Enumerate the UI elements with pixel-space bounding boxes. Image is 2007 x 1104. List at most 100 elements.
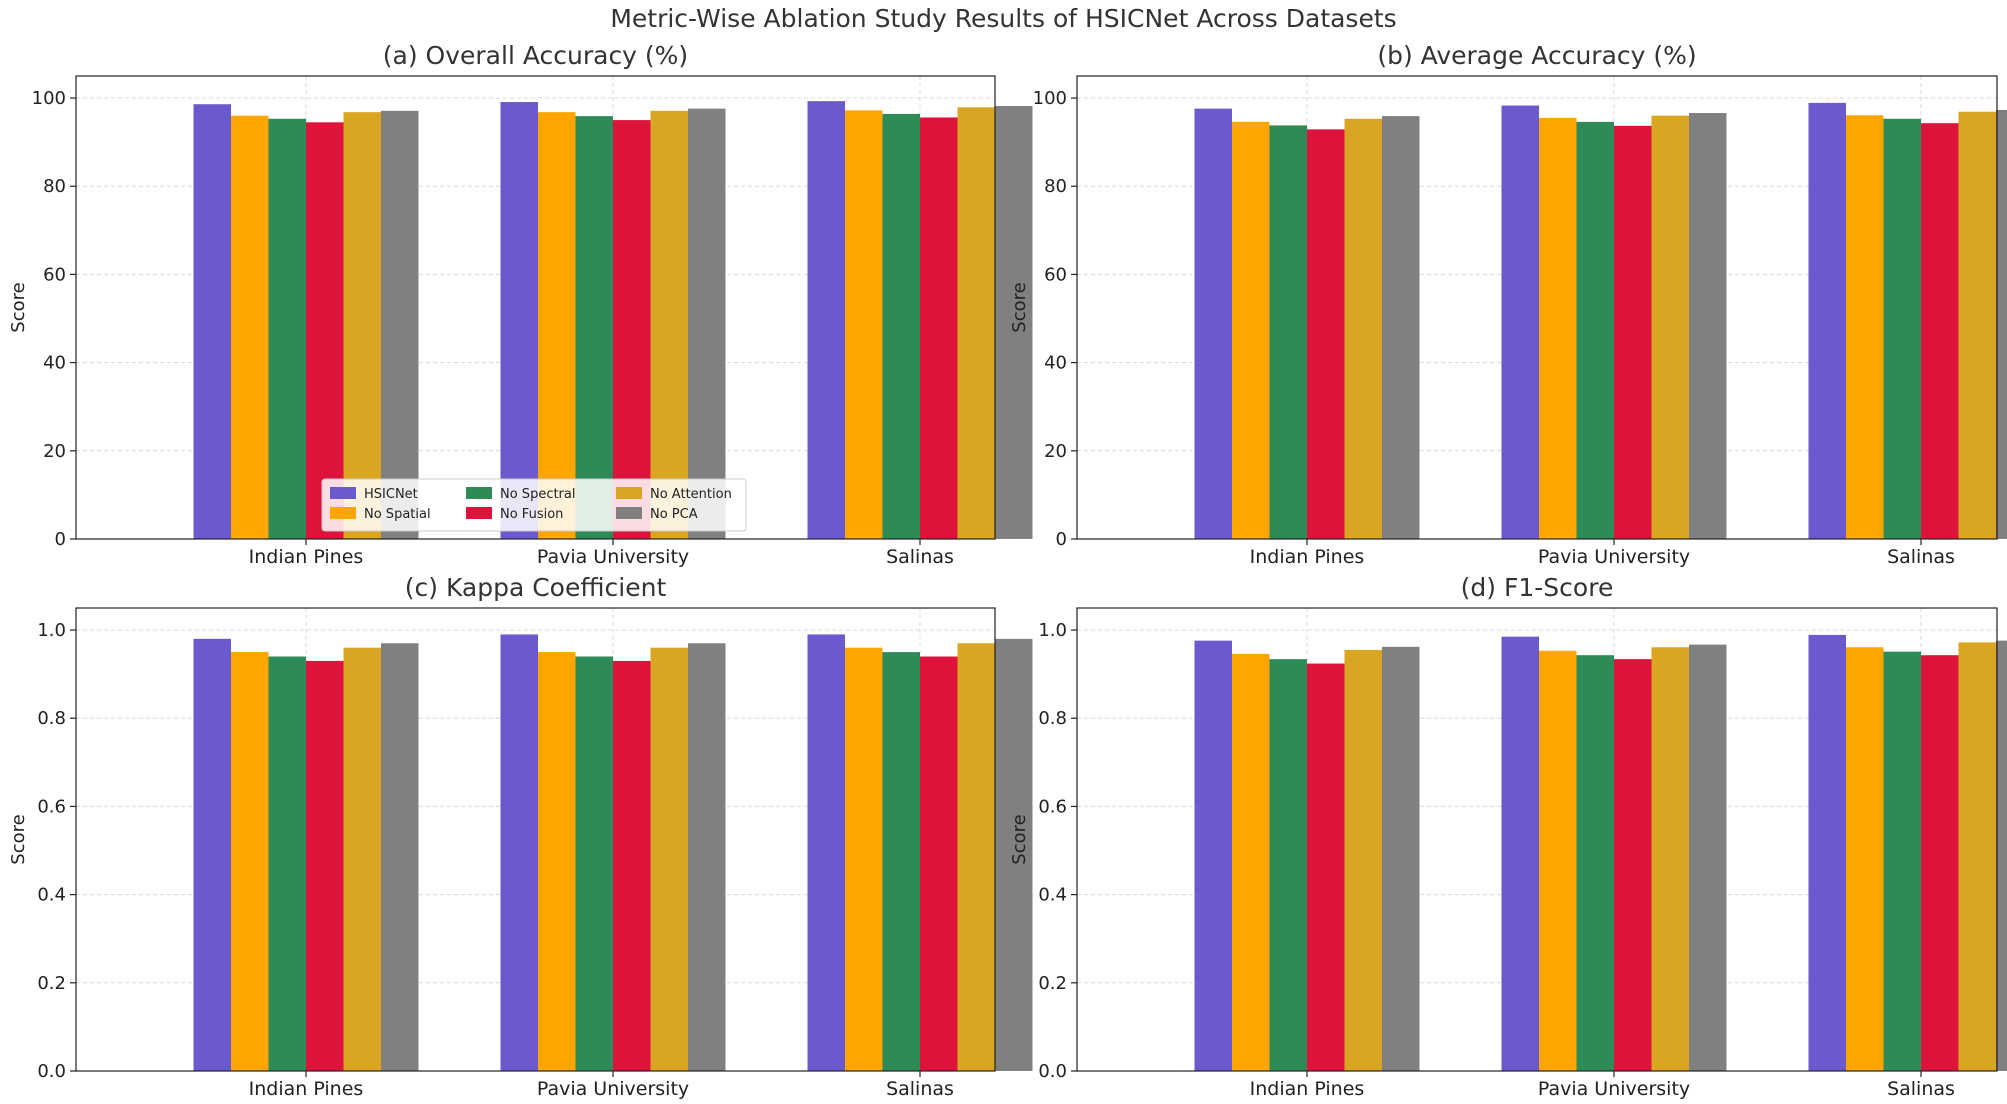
bar-no-pca (688, 643, 726, 1071)
y-tick-label: 0 (55, 529, 66, 550)
y-axis-label: Score (1009, 282, 1030, 332)
bar-no-attention (650, 110, 688, 539)
legend-label: HSICNet (364, 487, 418, 502)
bar-no-spatial (1539, 650, 1577, 1071)
bar-no-pca (381, 110, 419, 539)
legend-label: No Spectral (500, 487, 575, 502)
legend-label: No PCA (650, 507, 698, 522)
y-tick-label: 0 (1056, 529, 1067, 550)
bar-hsicnet (1194, 108, 1232, 539)
y-tick-label: 40 (1044, 353, 1067, 374)
y-tick-label: 100 (1033, 88, 1067, 109)
bar-no-pca (1689, 113, 1727, 539)
y-tick-label: 0.0 (1038, 1061, 1067, 1082)
y-axis-label: Score (8, 282, 29, 332)
y-tick-label: 0.4 (37, 885, 66, 906)
bar-hsicnet (193, 638, 231, 1071)
bar-no-fusion (1921, 655, 1959, 1071)
legend-swatch-no-fusion (466, 507, 492, 519)
x-tick-label: Pavia University (1538, 546, 1690, 568)
bar-no-spectral (882, 652, 920, 1071)
bar-no-fusion (920, 656, 958, 1071)
y-tick-label: 100 (32, 88, 66, 109)
bar-no-fusion (613, 120, 651, 539)
bar-no-pca (1689, 644, 1727, 1071)
legend-swatch-no-pca (616, 507, 642, 519)
bar-no-spatial (1846, 115, 1884, 540)
bar-no-attention (1344, 649, 1382, 1071)
legend: HSICNet No Spatial No Spectral No Fusion No … (321, 478, 747, 532)
y-tick-label: 0.2 (37, 973, 66, 994)
bar-no-fusion (1614, 659, 1652, 1071)
y-tick-label: 40 (43, 353, 66, 374)
bar-no-spectral (575, 656, 613, 1071)
bar-no-spatial (538, 112, 576, 540)
legend-label: No Spatial (364, 507, 431, 522)
bar-no-fusion (613, 660, 651, 1071)
y-tick-label: 80 (1044, 176, 1067, 197)
bar-no-spatial (1539, 117, 1577, 539)
panel-title: (a) Overall Accuracy (%) (383, 41, 688, 70)
bar-no-attention (1958, 111, 1996, 540)
bar-hsicnet (1501, 636, 1539, 1071)
bar-no-fusion (1614, 125, 1652, 539)
bar-no-spatial (1232, 653, 1270, 1071)
y-tick-label: 60 (43, 264, 66, 285)
bar-no-pca (1996, 109, 2007, 539)
y-tick-label: 20 (1044, 441, 1067, 462)
bar-no-attention (343, 647, 381, 1071)
bar-no-fusion (306, 660, 344, 1071)
bar-hsicnet (1808, 634, 1846, 1071)
bar-no-spectral (268, 656, 306, 1071)
bar-hsicnet (1808, 102, 1846, 539)
y-tick-label: 1.0 (37, 620, 66, 641)
bar-no-spatial (538, 652, 576, 1071)
chart-panel-3: 0.0 0.2 0.4 0.6 0.8 1.0 Indian Pines Pavia Univ… (8, 573, 1033, 1100)
y-tick-label: 0.8 (37, 708, 66, 729)
bar-no-spectral (1883, 118, 1921, 539)
bar-hsicnet (500, 102, 538, 540)
y-tick-label: 0.0 (37, 1061, 66, 1082)
bar-no-spectral (1269, 125, 1307, 540)
bar-no-spectral (1576, 655, 1614, 1071)
bar-no-spatial (231, 652, 269, 1071)
bar-no-pca (381, 643, 419, 1071)
y-tick-label: 0.8 (1038, 708, 1067, 729)
plot-frame (75, 607, 996, 1072)
y-axis-label: Score (1009, 814, 1030, 864)
legend-swatch-no-spectral (466, 487, 492, 499)
bar-no-fusion (920, 117, 958, 539)
x-tick-label: Salinas (1887, 1078, 1955, 1100)
x-tick-label: Indian Pines (1250, 546, 1365, 568)
bar-no-spectral (268, 118, 306, 539)
bar-no-spectral (1883, 651, 1921, 1071)
panel-title: (b) Average Accuracy (%) (1377, 41, 1696, 70)
bar-no-attention (1344, 118, 1382, 539)
bar-no-attention (650, 647, 688, 1071)
figure-title: Metric-Wise Ablation Study Results of HS… (610, 4, 1397, 33)
chart-panel-4: 0.0 0.2 0.4 0.6 0.8 1.0 Indian Pines Pavia Univ… (1009, 573, 2007, 1100)
x-tick-label: Indian Pines (249, 1078, 364, 1100)
bar-no-attention (1958, 642, 1996, 1071)
y-axis-label: Score (8, 814, 29, 864)
y-tick-label: 0.6 (37, 796, 66, 817)
plot-frame (75, 75, 996, 540)
y-tick-label: 0.4 (1038, 885, 1067, 906)
bar-no-spatial (845, 110, 883, 539)
plot-frame (1076, 607, 1998, 1072)
bar-hsicnet (500, 634, 538, 1071)
bar-no-spectral (882, 113, 920, 539)
x-tick-label: Pavia University (537, 546, 689, 568)
bar-hsicnet (1501, 105, 1539, 539)
x-tick-label: Salinas (886, 546, 954, 568)
bar-hsicnet (807, 634, 845, 1071)
y-tick-label: 20 (43, 441, 66, 462)
bar-no-pca (995, 638, 1033, 1071)
y-tick-label: 1.0 (1038, 620, 1067, 641)
chart-panel-1: 0 20 40 60 80 100 Indian Pines Pavia University… (8, 41, 1033, 568)
bar-no-fusion (306, 122, 344, 540)
x-tick-label: Indian Pines (1250, 1078, 1365, 1100)
bar-no-attention (1651, 115, 1689, 539)
legend-swatch-no-spatial (330, 507, 356, 519)
bar-hsicnet (1194, 640, 1232, 1071)
